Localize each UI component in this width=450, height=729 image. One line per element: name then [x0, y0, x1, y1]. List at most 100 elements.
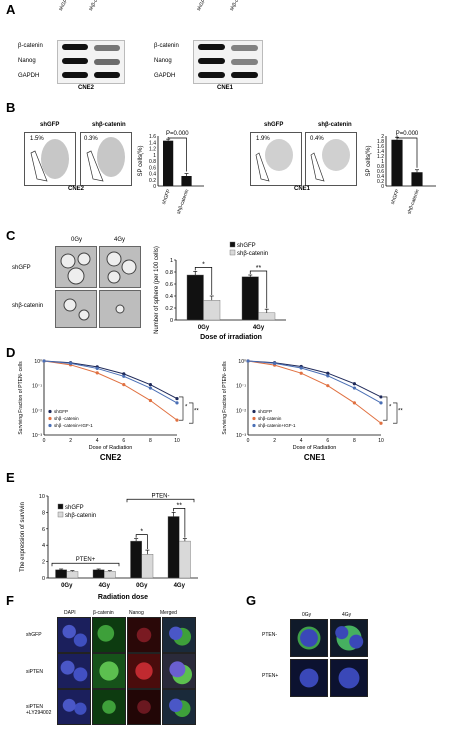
- row-label: siPTEN +LY294002: [26, 704, 52, 716]
- y-tick-label: 10⁻¹: [32, 384, 42, 390]
- significance-bracket: [179, 396, 184, 421]
- category-label: 4Gy: [99, 583, 111, 589]
- significance-marker: **: [398, 409, 403, 415]
- legend-label: shGFP: [237, 243, 256, 249]
- dapi-image: [57, 653, 91, 689]
- category-label: shβ-catenin: [406, 188, 421, 215]
- flow-plot: [80, 132, 132, 186]
- x-tick-label: 8: [149, 438, 152, 444]
- y-tick-label: 6: [42, 527, 45, 533]
- data-point: [326, 384, 330, 388]
- row-label: β-catenin: [154, 43, 179, 49]
- cell-line-label: CNE2: [78, 85, 95, 91]
- sphere-micrograph: [99, 290, 141, 328]
- bar: [391, 139, 403, 186]
- x-axis-label: Dose of Radiation: [293, 445, 337, 451]
- legend-label: shGFP: [258, 409, 272, 414]
- data-point: [42, 359, 46, 363]
- legend-marker: [252, 409, 256, 414]
- row-label: shGFP: [26, 632, 42, 638]
- data-point: [175, 396, 179, 401]
- data-point: [175, 401, 179, 405]
- group-bracket: [51, 562, 120, 567]
- significance-bracket: [189, 402, 194, 424]
- lane-label: shGFP: [195, 0, 209, 12]
- y-tick-label: 0: [170, 318, 173, 324]
- flow-percent: 0.4%: [310, 136, 324, 142]
- category-label: shGFP: [390, 188, 401, 205]
- dapi-image: [57, 617, 91, 653]
- beta-catenin-image: [92, 617, 126, 653]
- data-point: [299, 371, 303, 375]
- y-tick-label: 10⁻¹: [236, 384, 246, 390]
- channel-header: DAPI: [64, 610, 76, 616]
- y-tick-label: 2: [42, 560, 45, 566]
- western-blot-cne1: [193, 40, 263, 84]
- significance-marker: **: [194, 409, 199, 415]
- bar: [167, 516, 180, 579]
- survival-curve: [247, 360, 382, 424]
- flow-percent: 0.3%: [84, 136, 98, 142]
- significance-bracket: [383, 396, 388, 421]
- flow-percent: 1.9%: [256, 136, 270, 142]
- row-label: GAPDH: [18, 73, 40, 79]
- immunofluorescence-image: [290, 659, 328, 697]
- legend-swatch: [57, 503, 64, 510]
- survival-curve: [247, 360, 382, 404]
- category-label: 4Gy: [253, 325, 265, 331]
- row-label: PTEN-: [262, 632, 277, 638]
- row-label: Nanog: [154, 58, 172, 64]
- panel-label-b: B: [6, 100, 16, 115]
- flow-plot: [24, 132, 76, 186]
- data-point: [326, 371, 330, 375]
- y-tick-label: 0.4: [149, 172, 156, 178]
- significance-bracket: [393, 402, 398, 424]
- y-tick-label: 2: [381, 134, 384, 140]
- bar: [163, 140, 174, 186]
- nanog-image: [127, 689, 161, 725]
- x-tick-label: 2: [69, 438, 72, 444]
- bar: [186, 274, 204, 321]
- data-point: [122, 383, 126, 387]
- row-label: Nanog: [18, 58, 36, 64]
- panel-label-d: D: [6, 345, 16, 360]
- data-point: [69, 361, 73, 365]
- y-axis-label: SP cells(%): [366, 146, 372, 177]
- survival-curve: [43, 360, 178, 400]
- y-tick-label: 8: [42, 510, 45, 516]
- data-point: [148, 398, 152, 403]
- y-tick-label: 10: [39, 494, 45, 500]
- significance-bracket: [194, 267, 213, 295]
- sphere-micrograph: [99, 246, 141, 288]
- data-point: [246, 359, 250, 363]
- bar: [92, 569, 105, 579]
- x-tick-label: 2: [273, 438, 276, 444]
- y-tick-label: 0.6: [377, 169, 384, 175]
- bar: [181, 176, 192, 186]
- x-tick-label: 10: [378, 438, 384, 444]
- dose-column-label: 0Gy: [302, 612, 312, 618]
- immunofluorescence-image: [330, 619, 368, 657]
- flow-title: shβ-catenin: [92, 122, 126, 128]
- x-axis-label: Radiation dose: [98, 594, 148, 601]
- group-label: PTEN-: [152, 493, 170, 499]
- data-point: [352, 401, 356, 405]
- y-tick-label: 0.2: [377, 179, 384, 185]
- lane-label: shβ-catenin: [88, 0, 106, 12]
- legend-marker: [48, 423, 52, 428]
- data-point: [326, 374, 330, 378]
- survivin-chart: 0 2 4 6 8 10 The expression of survivin Radiati…: [20, 493, 198, 601]
- y-tick-label: 1.2: [377, 154, 384, 160]
- legend-swatch: [229, 241, 236, 248]
- category-label: 4Gy: [174, 583, 186, 589]
- sphere-chart: 0 0.2 0.4 0.6 0.8 1 Number of sphere (per 100 …: [154, 241, 286, 341]
- legend-label: shβ -catenin: [54, 416, 79, 421]
- row-label: siPTEN: [26, 669, 43, 675]
- category-label: 0Gy: [61, 583, 73, 589]
- legend-label: shβ-catenin: [237, 251, 268, 257]
- bar: [179, 540, 191, 579]
- y-tick-label: 1.6: [149, 134, 156, 140]
- channel-header: β-catenin: [93, 610, 114, 616]
- lane-label: shGFP: [57, 0, 71, 12]
- lane-label: shβ-catenin: [229, 0, 247, 12]
